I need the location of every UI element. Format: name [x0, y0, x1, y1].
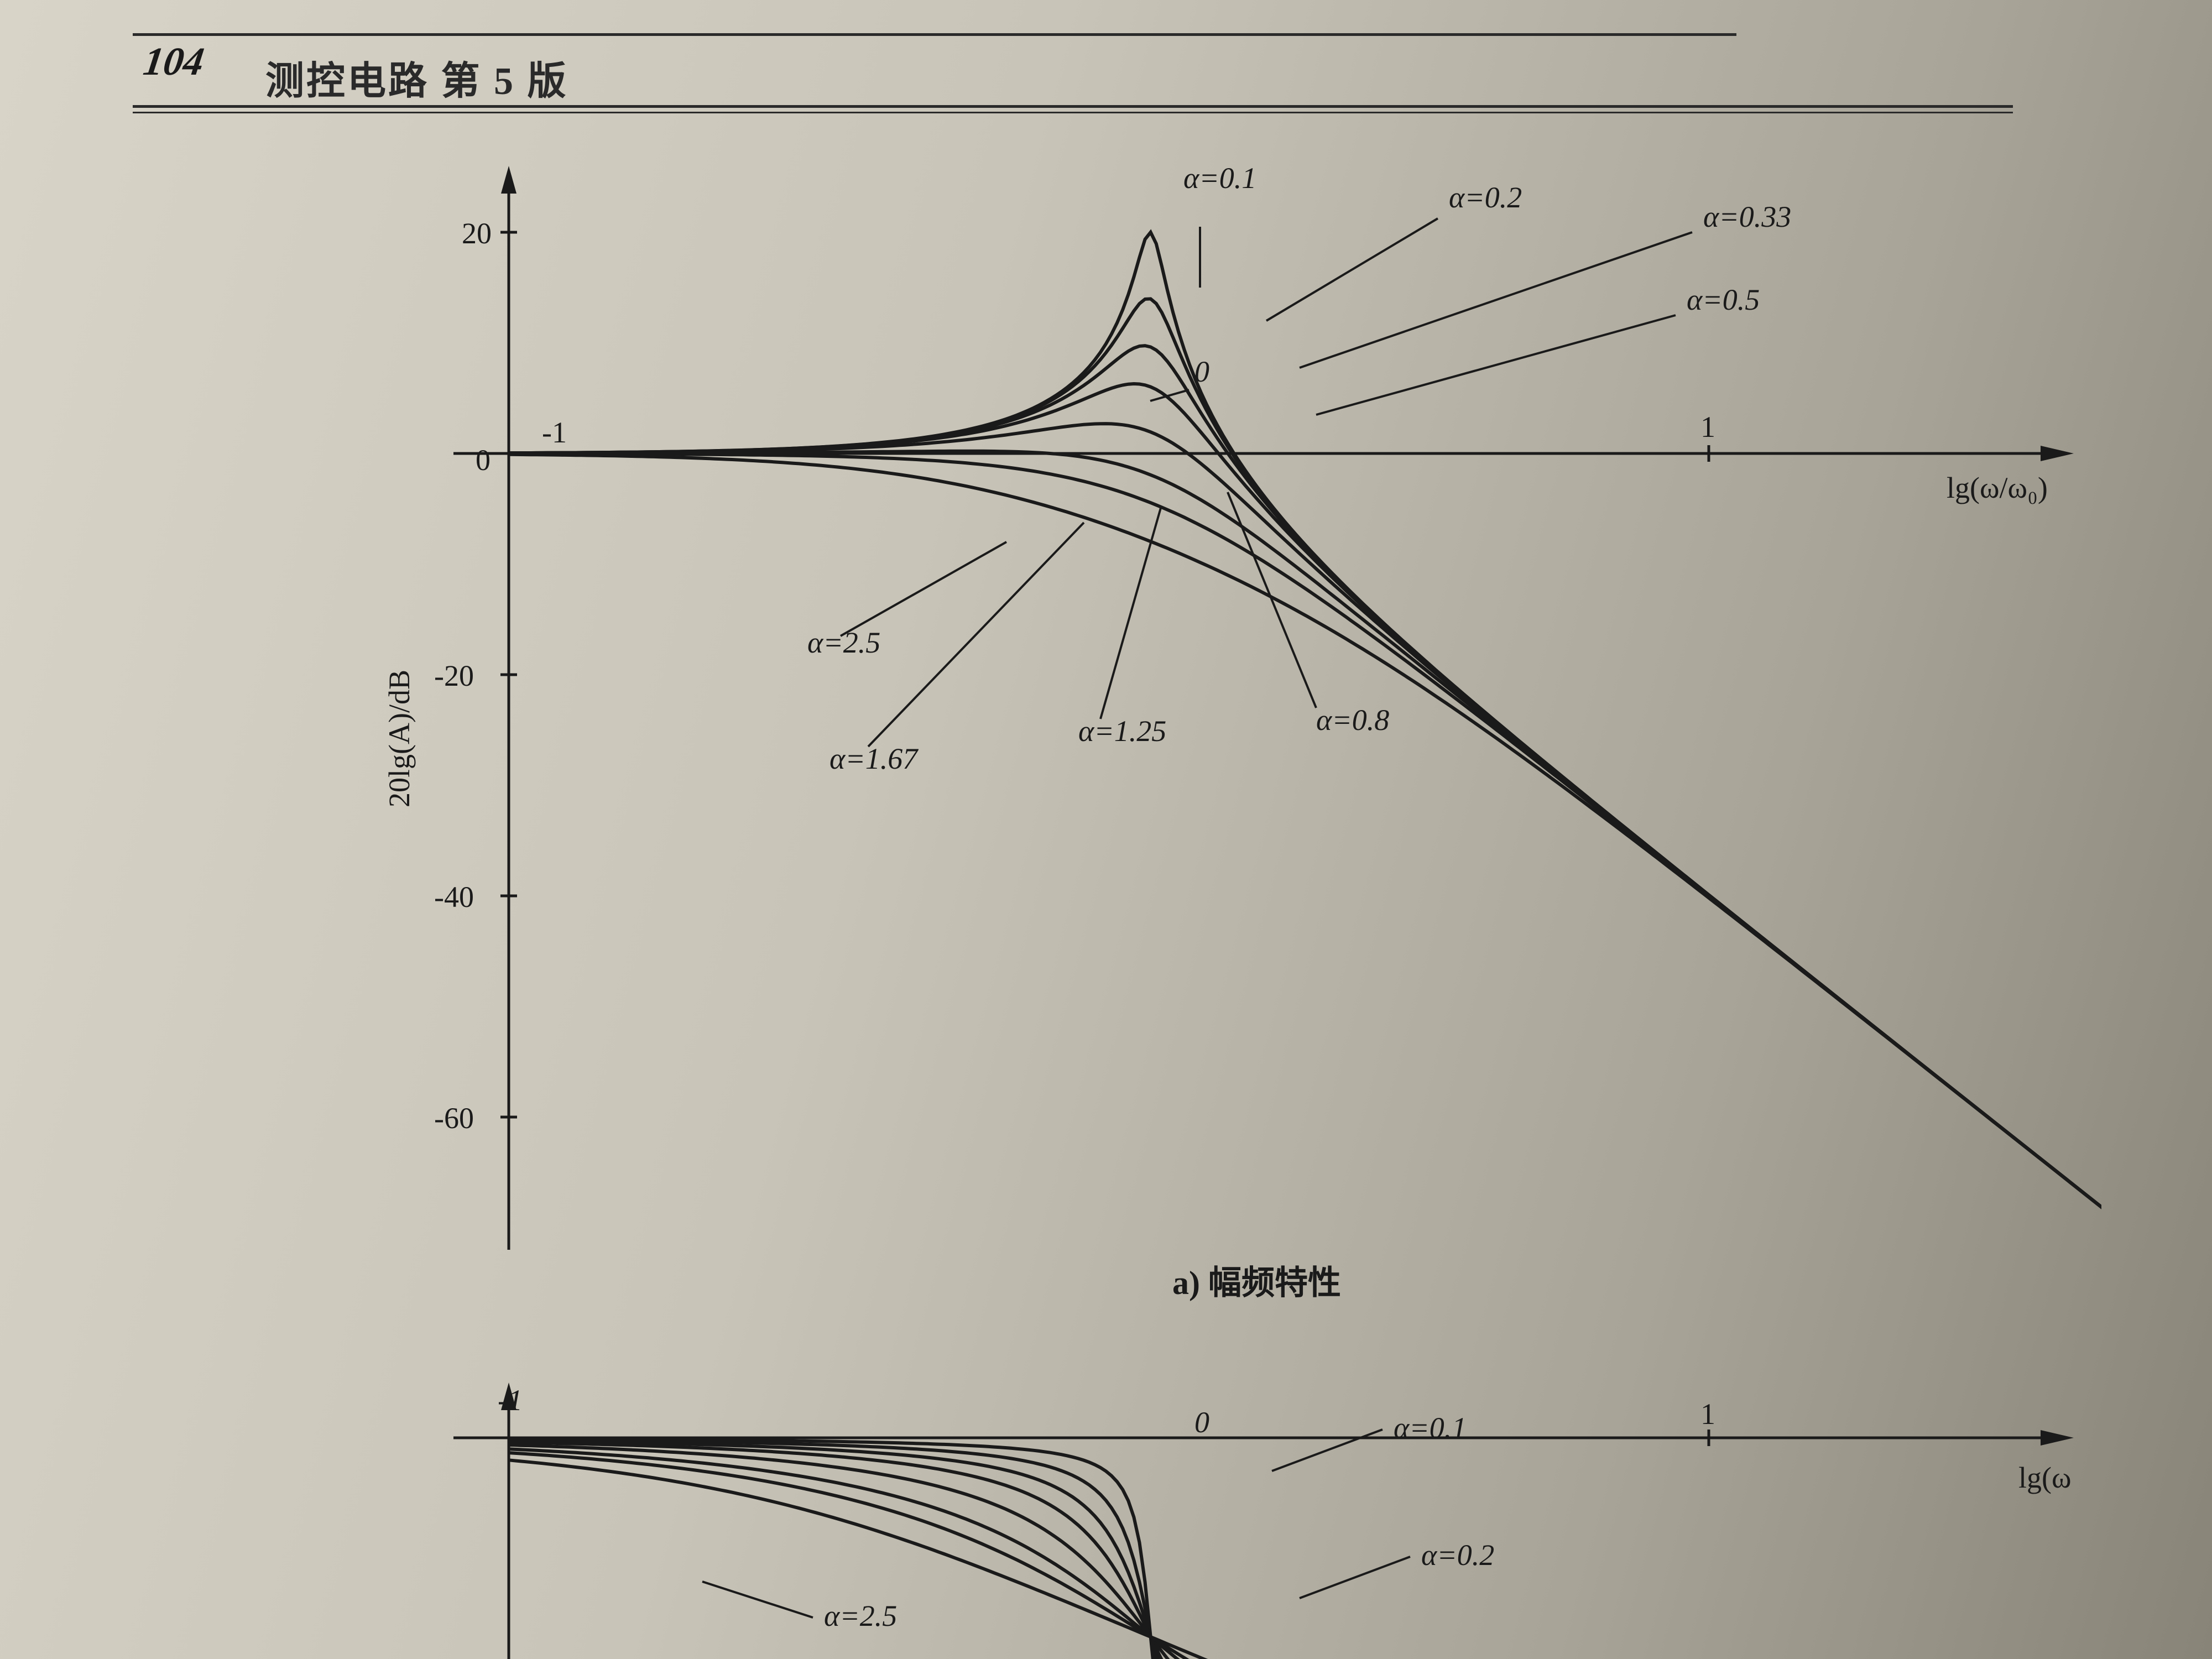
curve-label: α=0.8 — [1316, 703, 1389, 737]
phase-label: -1 — [498, 1384, 523, 1417]
phase-label: α=2.5 — [824, 1599, 897, 1632]
phase-label: 0 — [1194, 1406, 1209, 1439]
header-rule-bottom — [133, 105, 2013, 108]
x-axis-arrow-icon — [2041, 446, 2074, 461]
phase-chart: 1 lg(ω α=0.1 α=0.2 α=2.5 0 -1 — [387, 1371, 2101, 1659]
chart2-annotations: α=0.1 α=0.2 α=2.5 0 -1 — [498, 1384, 1494, 1632]
phase-label: α=0.2 — [1421, 1538, 1494, 1572]
phase-label: α=0.1 — [1394, 1411, 1467, 1444]
curve-alpha-0.5 — [509, 384, 2101, 1267]
magnitude-chart: 20 0 -20 -40 -60 -1 1 lg(ω/ω₀) 20lg(A)/d… — [387, 144, 2101, 1305]
phase-curve-alpha-1.67 — [509, 1453, 2101, 1659]
curve-alpha-0.1 — [509, 232, 2101, 1267]
header-rule-bottom-2 — [133, 112, 2013, 113]
curve-label: α=0.2 — [1449, 181, 1522, 214]
leader-line — [841, 542, 1006, 636]
leader-line — [1228, 492, 1316, 708]
xtick-m1: -1 — [542, 416, 567, 449]
phase-curve-alpha-0.1 — [509, 1439, 2101, 1659]
xtick-1: 1 — [1700, 410, 1715, 444]
leader-line — [868, 523, 1084, 747]
curve-label: 0 — [1194, 355, 1209, 388]
ytick-m60: -60 — [434, 1102, 474, 1135]
chart-annotations: α=0.1 α=0.2 α=0.33 α=0.5 0 α=0.8 α=1.25 α=1.67 α… — [807, 161, 1791, 775]
curve-alpha-2.5 — [509, 455, 2101, 1267]
leader-line — [1300, 1557, 1410, 1598]
ytick-m20: -20 — [434, 659, 474, 692]
curve-label: α=1.67 — [830, 742, 919, 775]
xtick2-1: 1 — [1700, 1397, 1715, 1431]
leader-line — [1316, 315, 1676, 415]
phase-curve-alpha-0.2 — [509, 1439, 2101, 1659]
curve-alpha-0.33 — [509, 346, 2101, 1267]
y-axis-arrow-icon — [501, 166, 517, 194]
leader-line — [1100, 506, 1161, 719]
ytick-0: 0 — [476, 444, 491, 477]
x-axis-label: lg(ω/ω₀) — [1947, 471, 2048, 504]
chart-curves — [509, 232, 2101, 1267]
x-axis-2-label: lg(ω — [2018, 1461, 2072, 1494]
phase-curve-alpha-1.25 — [509, 1449, 2101, 1659]
curve-label: α=2.5 — [807, 626, 880, 659]
leader-line — [702, 1582, 813, 1618]
header-rule-top — [133, 33, 1736, 36]
leader-line — [1300, 232, 1692, 368]
chart2-curves — [509, 1439, 2101, 1659]
ytick-m40: -40 — [434, 880, 474, 914]
leader-line — [1266, 218, 1438, 321]
curve-label: α=0.1 — [1183, 161, 1256, 195]
chart-caption: a) 幅频特性 — [1172, 1265, 1341, 1301]
phase-curve-alpha-2.5 — [509, 1460, 2101, 1659]
ytick-20: 20 — [462, 217, 492, 250]
curve-alpha-1.25 — [509, 451, 2101, 1267]
y-axis-label: 20lg(A)/dB — [387, 670, 416, 807]
page-number: 104 — [140, 39, 207, 85]
phase-curve-alpha-0.5 — [509, 1442, 2101, 1659]
leader-line — [1272, 1430, 1383, 1471]
x-axis-2-arrow-icon — [2041, 1430, 2074, 1446]
curve-label: α=1.25 — [1078, 714, 1166, 748]
y-ticks: 20 0 -20 -40 -60 — [434, 217, 517, 1135]
curve-alpha-0.2 — [509, 299, 2101, 1267]
curve-label: α=0.5 — [1687, 283, 1760, 316]
page: 104 测控电路 第 5 版 20 0 -20 -40 -60 — [0, 0, 2212, 1659]
axes — [453, 166, 2074, 1250]
curve-label: α=0.33 — [1703, 200, 1791, 233]
book-title: 测控电路 第 5 版 — [265, 50, 568, 106]
phase-curve-alpha-0.33 — [509, 1441, 2101, 1659]
